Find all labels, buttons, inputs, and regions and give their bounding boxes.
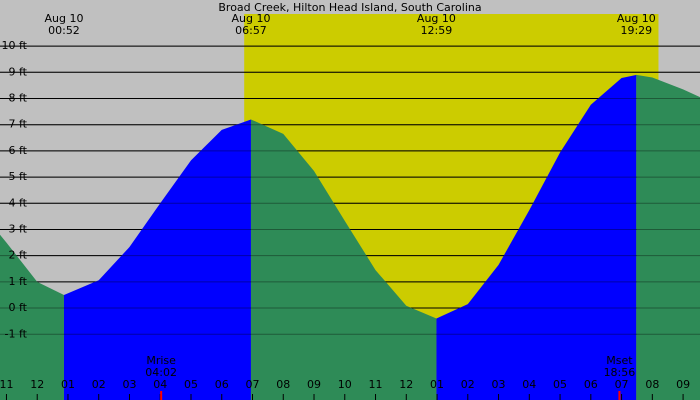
x-tick-label: 04 [522, 378, 536, 391]
x-tick-label: 04 [153, 378, 167, 391]
y-tick-label: -1 ft [5, 327, 28, 340]
event-date: Aug 10 [44, 12, 83, 25]
y-tick-label: 9 ft [9, 65, 28, 78]
x-tick-label: 07 [615, 378, 629, 391]
event-time: 06:57 [235, 24, 267, 37]
x-tick-label: 03 [492, 378, 506, 391]
y-tick-label: 6 ft [9, 144, 28, 157]
x-tick-label: 07 [246, 378, 260, 391]
moon-time: 18:56 [604, 366, 636, 379]
rising-tide-area [436, 74, 637, 400]
chart-title: Broad Creek, Hilton Head Island, South C… [218, 1, 481, 14]
moon-label: Mrise [146, 354, 176, 367]
x-tick-label: 08 [645, 378, 659, 391]
x-tick-label: 05 [553, 378, 567, 391]
x-tick-label: 11 [0, 378, 13, 391]
falling-tide-area [250, 119, 437, 400]
y-tick-label: 4 ft [9, 196, 28, 209]
y-tick-label: 10 ft [2, 39, 28, 52]
x-tick-label: 03 [122, 378, 136, 391]
x-tick-label: 02 [461, 378, 475, 391]
event-time: 19:29 [620, 24, 652, 37]
x-tick-label: 10 [338, 378, 352, 391]
x-tick-label: 09 [676, 378, 690, 391]
event-date: Aug 10 [417, 12, 456, 25]
moon-label: Mset [606, 354, 633, 367]
x-tick-label: 12 [30, 378, 44, 391]
y-tick-label: 5 ft [9, 170, 28, 183]
y-tick-label: 7 ft [9, 118, 28, 131]
falling-tide-area [636, 74, 700, 400]
x-tick-label: 02 [92, 378, 106, 391]
event-time: 12:59 [421, 24, 453, 37]
moon-time: 04:02 [145, 366, 177, 379]
x-tick-label: 06 [584, 378, 598, 391]
rising-tide-area [63, 119, 251, 400]
x-tick-label: 08 [276, 378, 290, 391]
event-time: 00:52 [48, 24, 80, 37]
x-tick-label: 11 [369, 378, 383, 391]
y-tick-label: 3 ft [9, 222, 28, 235]
x-tick-label: 01 [61, 378, 75, 391]
x-tick-label: 12 [399, 378, 413, 391]
y-tick-label: 8 ft [9, 91, 28, 104]
x-tick-label: 01 [430, 378, 444, 391]
x-tick-label: 06 [215, 378, 229, 391]
event-date: Aug 10 [231, 12, 270, 25]
x-tick-label: 05 [184, 378, 198, 391]
falling-tide-area [0, 234, 64, 400]
y-tick-label: 0 ft [9, 301, 28, 314]
y-tick-label: 2 ft [9, 249, 28, 262]
x-tick-label: 09 [307, 378, 321, 391]
event-date: Aug 10 [617, 12, 656, 25]
y-tick-label: 1 ft [9, 275, 28, 288]
